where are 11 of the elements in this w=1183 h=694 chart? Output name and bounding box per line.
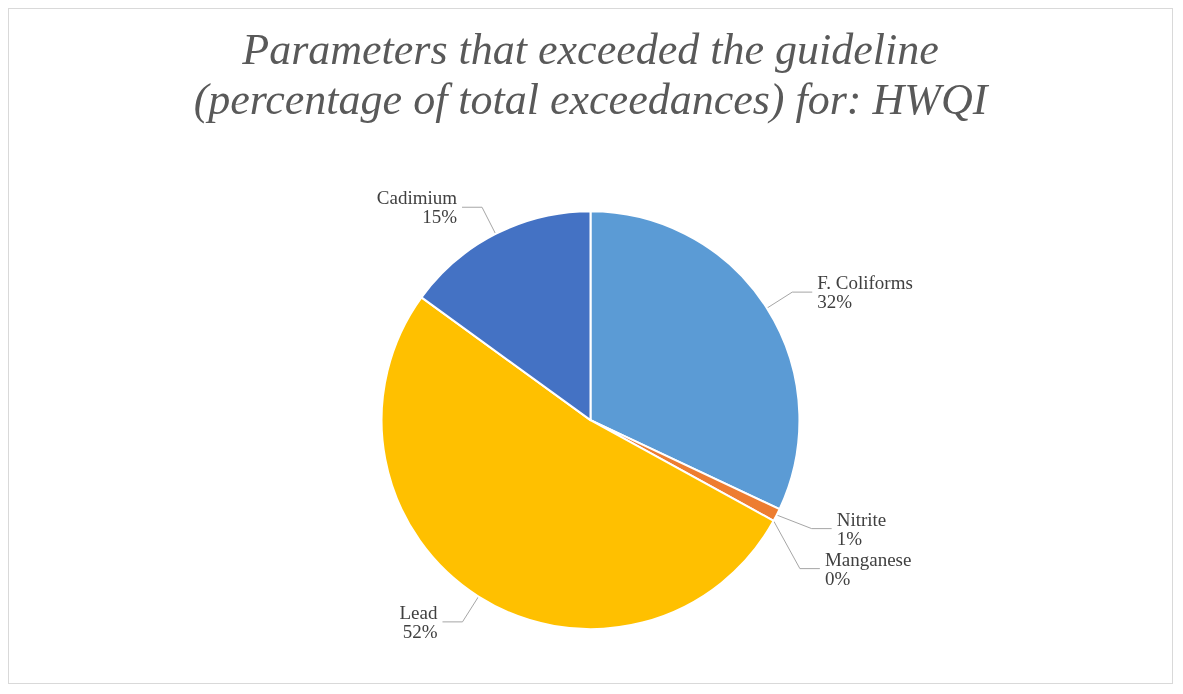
- slice-label: Cadimium: [376, 187, 458, 209]
- data-label: 1%: [836, 527, 863, 549]
- slice-label: F. Coliforms: [817, 272, 913, 294]
- slice-label: Lead: [399, 601, 438, 623]
- slice-label: Nitrite: [836, 508, 887, 530]
- data-label: 32%: [817, 291, 853, 313]
- text: 0%: [824, 567, 851, 589]
- data-label: 52%: [402, 620, 438, 642]
- data-label: 15%: [422, 206, 458, 228]
- chart-title: Parameters that exceeded the guideline (percentage of total exceedances) for: HWQI: [193, 24, 990, 124]
- category-label: Manganese: [824, 548, 912, 570]
